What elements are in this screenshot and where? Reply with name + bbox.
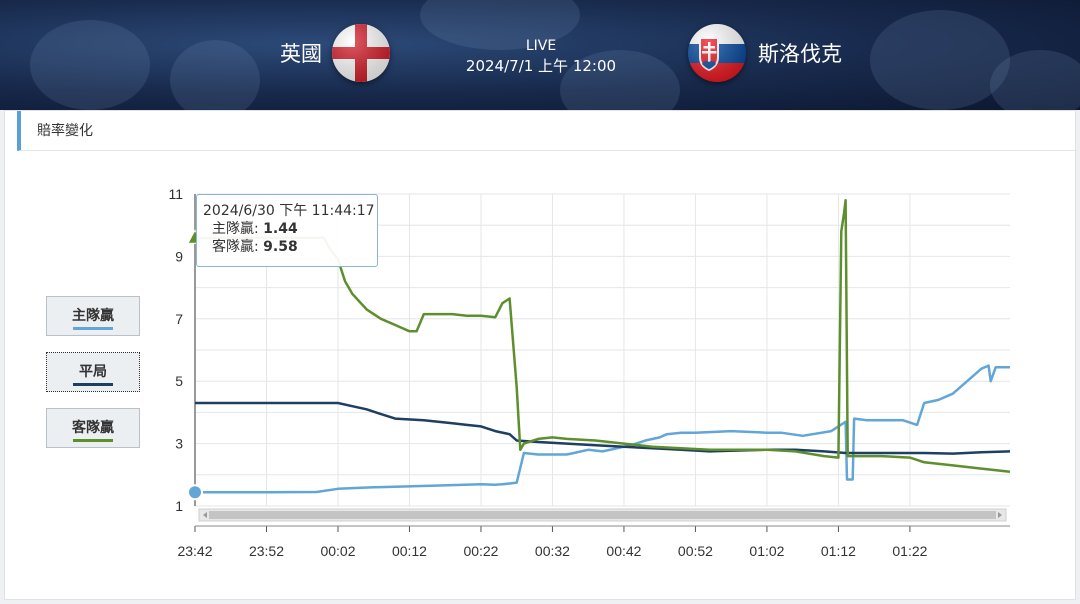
legend-away-win-swatch xyxy=(73,439,113,442)
legend-home-win-swatch xyxy=(73,327,113,330)
highlight-point-home-win xyxy=(187,484,203,501)
tooltip-home-row: 主隊贏: 1.44 xyxy=(203,220,377,238)
y-tick-label: 9 xyxy=(175,248,183,264)
tooltip-away-row: 客隊贏: 9.58 xyxy=(203,238,377,256)
series-line-away-win xyxy=(194,198,1011,473)
series-line-home-win xyxy=(195,364,1010,494)
tooltip-home-value: 1.44 xyxy=(263,221,298,237)
x-tick-label: 01:22 xyxy=(892,543,927,559)
x-tick-label: 00:02 xyxy=(320,543,355,559)
y-tick-label: 3 xyxy=(175,436,183,452)
x-tick-label: 00:52 xyxy=(678,543,713,559)
legend-draw-label: 平局 xyxy=(79,364,107,380)
x-tick-label: 00:22 xyxy=(463,543,498,559)
y-tick-label: 7 xyxy=(175,311,183,327)
away-team: 斯洛伐克 xyxy=(688,24,842,82)
chart-scrollbar-thumb[interactable] xyxy=(209,511,996,519)
legend-home-win-label: 主隊贏 xyxy=(72,308,114,324)
home-team-name: 英國 xyxy=(280,42,322,66)
legend-home-win-button[interactable]: 主隊贏 xyxy=(46,296,140,336)
legend-away-win-label: 客隊贏 xyxy=(72,420,114,436)
y-tick-label: 11 xyxy=(168,186,183,202)
x-tick-label: 00:12 xyxy=(392,543,427,559)
tooltip-away-label: 客隊贏: xyxy=(212,239,259,255)
match-datetime: 2024/7/1 上午 12:00 xyxy=(465,57,617,75)
tooltip-away-value: 9.58 xyxy=(263,239,298,255)
match-info: LIVE 2024/7/1 上午 12:00 xyxy=(441,38,641,76)
legend-away-win-button[interactable]: 客隊贏 xyxy=(46,408,140,448)
match-header: 英國 LIVE 2024/7/1 上午 12:00 xyxy=(0,0,1080,110)
y-tick-label: 1 xyxy=(175,498,183,514)
panel-header: 賠率變化 xyxy=(17,111,1075,151)
slovakia-flag-icon xyxy=(688,24,746,82)
chart-tooltip: 2024/6/30 下午 11:44:17 主隊贏: 1.44 客隊贏: 9.5… xyxy=(196,194,378,267)
live-status: LIVE xyxy=(525,38,557,54)
tooltip-time: 2024/6/30 下午 11:44:17 xyxy=(203,203,375,219)
home-team: 英國 xyxy=(280,24,390,82)
england-flag-icon xyxy=(332,24,390,82)
panel-title: 賠率變化 xyxy=(37,123,93,139)
x-tick-label: 00:32 xyxy=(535,543,570,559)
x-tick-label: 01:12 xyxy=(821,543,856,559)
legend-draw-swatch xyxy=(73,383,113,386)
away-team-name: 斯洛伐克 xyxy=(758,42,842,66)
scroll-left-icon[interactable] xyxy=(203,512,207,518)
scroll-right-icon[interactable] xyxy=(998,512,1002,518)
x-tick-label: 23:52 xyxy=(249,543,284,559)
legend-draw-button[interactable]: 平局 xyxy=(46,352,140,392)
x-tick-label: 00:42 xyxy=(606,543,641,559)
x-tick-label: 01:02 xyxy=(749,543,784,559)
series-line-draw xyxy=(195,401,1011,455)
x-tick-label: 23:42 xyxy=(177,543,212,559)
y-tick-label: 5 xyxy=(175,373,183,389)
tooltip-home-label: 主隊贏: xyxy=(212,221,259,237)
